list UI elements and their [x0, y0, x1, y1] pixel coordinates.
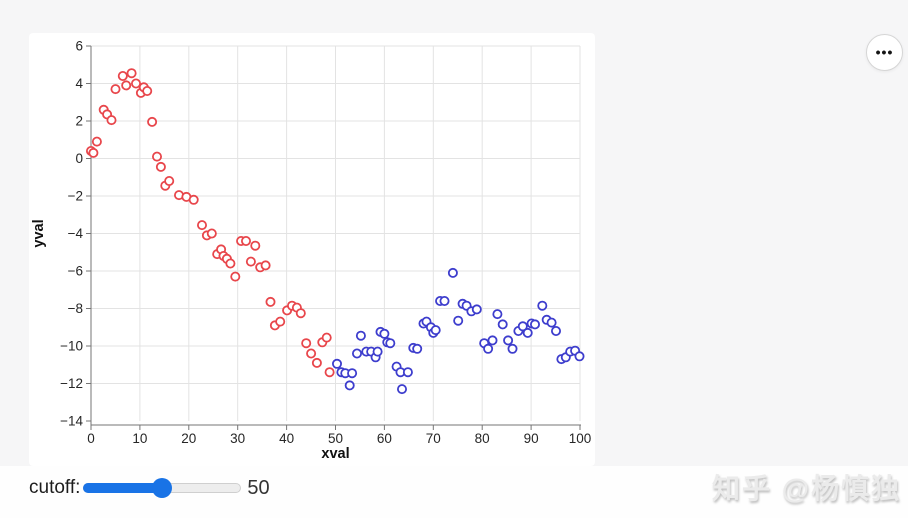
data-point: [121, 80, 132, 91]
data-point: [88, 147, 99, 158]
data-point: [240, 235, 251, 246]
data-point: [507, 343, 518, 354]
x-axis-title: xval: [321, 446, 349, 462]
data-point: [447, 267, 458, 278]
x-tick-label: 0: [87, 431, 95, 446]
cutoff-slider[interactable]: [83, 477, 242, 499]
data-point: [230, 271, 241, 282]
data-point: [372, 346, 383, 357]
data-point: [522, 327, 533, 338]
data-point: [379, 328, 390, 339]
slider-fill: [83, 483, 163, 493]
data-point: [402, 367, 413, 378]
data-point: [324, 367, 335, 378]
data-point: [164, 175, 175, 186]
y-tick-label: 2: [75, 114, 83, 129]
data-point: [321, 332, 332, 343]
chart-card: 0 10 20 30 40 50 60 70 80 90 100 6 4 2 0 −2 −4 −6 −8 −10 −12…: [29, 33, 595, 466]
cutoff-control: cutoff: 50: [29, 472, 270, 504]
data-point: [492, 309, 503, 320]
y-tick-label: −4: [68, 226, 84, 241]
data-point: [306, 348, 317, 359]
data-point: [106, 115, 117, 126]
data-point: [275, 316, 286, 327]
data-point: [351, 348, 362, 359]
data-point: [196, 220, 207, 231]
data-point: [344, 380, 355, 391]
slider-thumb[interactable]: [152, 478, 173, 498]
y-tick-label: −8: [68, 301, 83, 316]
data-point: [155, 161, 166, 172]
data-point: [311, 357, 322, 368]
x-tick-label: 20: [181, 431, 196, 446]
data-point: [347, 368, 358, 379]
y-tick-label: 6: [75, 39, 83, 54]
data-point: [225, 258, 236, 269]
data-point: [188, 194, 199, 205]
data-point: [250, 240, 261, 251]
data-point: [503, 335, 514, 346]
data-point: [117, 71, 128, 82]
y-tick-label: −12: [60, 376, 83, 391]
x-tick-label: 60: [377, 431, 392, 446]
x-tick-label: 90: [524, 431, 539, 446]
cutoff-value: 50: [247, 476, 270, 499]
data-point: [551, 325, 562, 336]
data-point: [471, 304, 482, 315]
cell-menu-button[interactable]: •••: [866, 34, 903, 71]
data-point: [142, 86, 153, 97]
ellipsis-icon: •••: [875, 43, 894, 60]
cutoff-label: cutoff:: [29, 477, 81, 498]
data-point: [91, 136, 102, 147]
data-point: [483, 343, 494, 354]
y-tick-label: 0: [75, 151, 83, 166]
data-point: [152, 151, 163, 162]
y-tick-label: −2: [68, 189, 83, 204]
x-tick-label: 100: [569, 431, 592, 446]
data-point: [301, 338, 312, 349]
data-point: [439, 295, 450, 306]
data-point: [487, 335, 498, 346]
y-tick-label: −6: [68, 264, 83, 279]
data-point: [396, 384, 407, 395]
y-tick-label: −10: [60, 339, 83, 354]
data-point: [131, 78, 142, 89]
data-point: [574, 351, 585, 362]
data-point: [331, 358, 342, 369]
y-tick-label: −14: [60, 414, 83, 429]
data-point: [245, 256, 256, 267]
x-tick-label: 10: [132, 431, 147, 446]
data-point: [110, 84, 121, 95]
data-point: [529, 319, 540, 330]
x-tick-label: 40: [279, 431, 294, 446]
x-tick-label: 30: [230, 431, 245, 446]
data-point: [126, 68, 137, 79]
data-point: [385, 338, 396, 349]
data-point: [537, 300, 548, 311]
data-point: [206, 228, 217, 239]
data-point: [265, 296, 276, 307]
data-point: [430, 325, 441, 336]
data-point: [260, 260, 271, 271]
watermark: 知乎 @杨慎独: [712, 473, 902, 504]
x-tick-label: 80: [475, 431, 490, 446]
x-tick-label: 70: [426, 431, 441, 446]
data-point: [412, 343, 423, 354]
scatter-chart: 0 10 20 30 40 50 60 70 80 90 1006420−2−4−6−8−10−12…: [31, 39, 592, 463]
data-point: [295, 308, 306, 319]
data-point: [517, 321, 528, 332]
data-point: [453, 315, 464, 326]
data-point: [546, 317, 557, 328]
data-point: [147, 116, 158, 127]
x-tick-label: 50: [328, 431, 343, 446]
y-tick-label: 4: [75, 76, 83, 91]
data-point: [355, 330, 366, 341]
data-point: [497, 319, 508, 330]
y-axis-title: yval: [31, 219, 47, 247]
